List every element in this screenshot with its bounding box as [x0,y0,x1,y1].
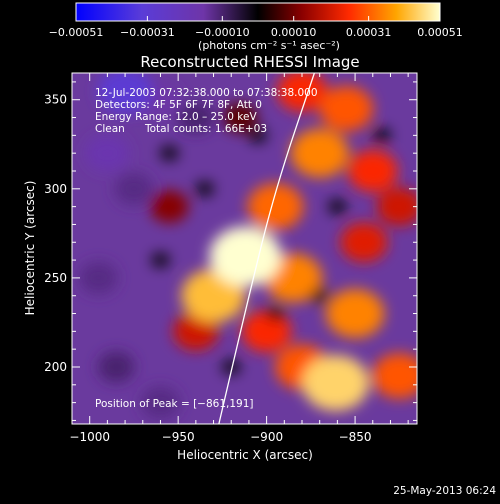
image-blob [302,355,370,411]
image-blob [141,386,180,419]
plot-frame [71,72,418,425]
image-blob [79,261,118,295]
image-dark-spot [160,146,179,161]
image-blob [177,102,215,134]
annotation-energy: Energy Range: 12.0 – 25.0 keV [95,111,257,123]
image-blob [85,134,130,172]
annotation-detectors: Detectors: 4F 5F 6F 7F 8F, Att 0 [95,99,262,111]
image-blob [150,190,189,223]
annotation-counts: Total counts: 1.66E+03 [144,123,267,135]
y-tick-label: 350 [44,93,67,107]
y-tick-label: 200 [44,360,67,374]
timestamp: 25-May-2013 06:24 [393,485,496,497]
x-axis-label: Heliocentric X (arcsec) [177,448,313,462]
image-dark-spot [266,306,285,321]
image-blob [277,73,327,112]
x-tick-label: −950 [162,430,195,444]
image-dark-spot [151,253,170,268]
image-blob [222,102,258,133]
chart-title: Reconstructed RHESSI Image [140,53,359,71]
image-dark-spot [248,128,267,143]
image-blob [376,187,417,226]
colorbar-tick-label: −0.00031 [120,26,175,39]
x-axis-ticks: −1000 −950 −900 −850 [69,73,409,444]
colorbar-tick-label: 0.00010 [271,26,317,39]
annotation-clean: Clean [95,123,125,135]
image-dark-spot [328,199,347,214]
colorbar-units: (photons cm⁻² s⁻¹ asec⁻²) [198,39,340,52]
image-blob [372,353,417,399]
y-tick-label: 250 [44,271,67,285]
y-tick-label: 300 [44,182,67,196]
x-tick-label: −850 [339,430,372,444]
image-blob [325,289,385,338]
image-blob [340,222,388,263]
image-blob [97,351,135,383]
x-tick-label: −1000 [69,430,110,444]
image-blob [247,183,304,230]
image-dark-spot [195,181,214,196]
x-tick-label: −900 [250,430,283,444]
colorbar [75,2,441,22]
image-blobs [79,73,417,419]
colorbar-tick-label: −0.00051 [49,26,104,39]
annotation-time: 12-Jul-2003 07:32:38.000 to 07:38:38.000 [95,87,318,99]
image-blob [209,226,282,287]
colorbar-tick-label: 0.00051 [417,26,463,39]
solar-limb-curve [218,73,316,424]
colorbar-tick-label: −0.00010 [195,26,250,39]
image-blob [347,150,398,192]
image-blob [114,172,154,206]
colorbar-tick-label: 0.00031 [346,26,392,39]
y-axis-label: Heliocentric Y (arcsec) [23,181,37,316]
image-dark-spot [372,128,391,143]
y-axis-ticks: 200 250 300 350 [44,81,417,421]
image-dark-spot [310,288,329,303]
image-blob [319,86,374,132]
image-dark-spot [222,359,241,374]
image-blob [290,128,349,178]
colorbar-ticks: −0.00051 −0.00031 −0.00010 0.00010 0.00031 0.… [49,16,463,39]
peak-position-label: Position of Peak = [−861,191] [95,398,254,410]
image-blob [97,73,153,114]
image-blob [241,310,292,353]
